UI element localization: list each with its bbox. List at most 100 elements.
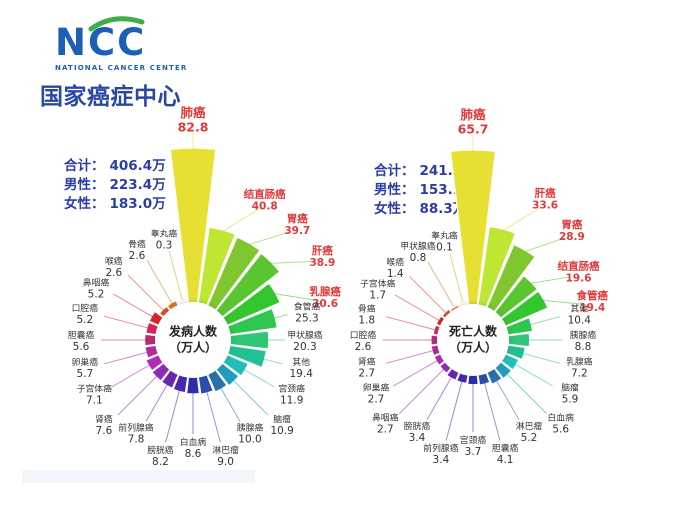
leader-脑瘤 <box>514 363 553 387</box>
value-脑瘤: 5.9 <box>562 394 579 406</box>
label-鼻咽癌: 鼻咽癌 <box>372 412 399 424</box>
leader-食管癌 <box>273 314 288 319</box>
label-甲状腺癌: 甲状腺癌 <box>287 329 322 341</box>
leader-子宫体癌 <box>394 294 440 321</box>
leader-卵巢癌 <box>103 351 149 365</box>
value-胃癌: 39.7 <box>284 225 310 237</box>
label-前列腺癌: 前列腺癌 <box>118 422 153 434</box>
value-其他: 10.4 <box>568 314 592 326</box>
label-胰腺癌: 胰腺癌 <box>237 422 264 434</box>
leader-鼻咽癌 <box>399 368 445 414</box>
summary-label: 女性： <box>374 201 415 218</box>
leader-胰腺癌 <box>219 387 241 422</box>
label-白血病: 白血病 <box>547 412 574 424</box>
leader-结直肠癌 <box>529 276 571 284</box>
label-喉癌: 喉癌 <box>105 255 123 267</box>
leader-子宫体癌 <box>111 364 151 388</box>
value-脑瘤: 10.9 <box>270 425 293 437</box>
label-膀胱癌: 膀胱癌 <box>147 444 174 456</box>
value-肾癌: 2.7 <box>358 368 375 380</box>
value-口腔癌: 5.2 <box>76 314 93 326</box>
value-淋巴瘤: 5.2 <box>521 432 538 444</box>
leader-睾丸癌 <box>449 252 464 303</box>
leader-口腔癌 <box>103 315 150 329</box>
value-喉癌: 1.4 <box>387 268 404 280</box>
leader-鼻咽癌 <box>113 293 154 318</box>
value-宫颈癌: 3.7 <box>465 446 482 458</box>
value-骨癌: 1.8 <box>358 314 375 326</box>
value-睾丸癌: 0.1 <box>436 242 453 254</box>
label-卵巢癌: 卵巢癌 <box>72 356 99 368</box>
leader-前列腺癌 <box>145 383 169 422</box>
value-膀胱癌: 8.2 <box>152 456 169 468</box>
label-骨癌: 骨癌 <box>128 238 146 250</box>
label-肺癌: 肺癌 <box>180 105 206 120</box>
summary-row-male: 男性： 223.4万 <box>64 176 166 195</box>
value-乳腺癌: 7.2 <box>571 368 588 380</box>
value-胃癌: 28.9 <box>559 231 585 243</box>
value-白血病: 5.6 <box>552 424 569 436</box>
value-口腔癌: 2.6 <box>355 341 372 353</box>
leader-胆囊癌 <box>483 381 501 441</box>
label-乳腺癌: 乳腺癌 <box>309 285 341 298</box>
label-食管癌: 食管癌 <box>294 300 321 312</box>
label-骨癌: 骨癌 <box>358 302 376 314</box>
ncc-logo-swoosh-icon <box>88 16 145 32</box>
value-淋巴瘤: 9.0 <box>217 456 234 468</box>
summary-row-total: 合计： 406.4万 <box>64 157 166 176</box>
ncc-logo: NCC NATIONAL CANCER CENTER 国家癌症中心 <box>40 16 188 111</box>
label-睾丸癌: 睾丸癌 <box>151 228 178 240</box>
label-脑瘤: 脑瘤 <box>273 413 291 425</box>
value-食管癌: 25.3 <box>295 312 318 324</box>
summary-value: 223.4万 <box>109 177 166 194</box>
label-其他: 其他 <box>570 302 588 314</box>
summary-label: 合计： <box>374 163 415 179</box>
label-胃癌: 胃癌 <box>287 212 308 225</box>
summary-row-female: 女性： 183.0万 <box>64 195 166 214</box>
ncc-logo-subtitle: NATIONAL CANCER CENTER <box>55 63 188 72</box>
leader-胃癌 <box>523 237 566 253</box>
label-脑瘤: 脑瘤 <box>561 382 579 394</box>
ncc-logo-acronym: NCC <box>55 21 147 64</box>
label-肝癌: 肝癌 <box>312 244 333 257</box>
summary-label: 女性： <box>64 196 105 213</box>
summary-label: 男性： <box>374 182 415 199</box>
label-甲状腺癌: 甲状腺癌 <box>400 240 435 252</box>
label-肝癌: 肝癌 <box>535 187 557 200</box>
incidence-summary: 合计： 406.4万 男性： 223.4万 女性： 183.0万 <box>64 157 166 214</box>
value-胆囊癌: 4.1 <box>497 454 514 466</box>
leader-肾癌 <box>385 349 435 364</box>
label-膀胱癌: 膀胱癌 <box>404 420 431 432</box>
ncc-logo-top: NCC NATIONAL CANCER CENTER <box>55 16 188 72</box>
label-肾癌: 肾癌 <box>358 356 376 368</box>
label-前列腺癌: 前列腺癌 <box>423 442 458 454</box>
label-结直肠癌: 结直肠癌 <box>558 259 600 272</box>
label-宫颈癌: 宫颈癌 <box>460 434 487 446</box>
value-食管癌: 19.4 <box>579 302 605 314</box>
value-胆囊癌: 5.6 <box>73 341 90 353</box>
leader-喉癌 <box>127 274 165 312</box>
chart-title-line: （万人） <box>168 340 218 354</box>
value-卵巢癌: 5.7 <box>76 368 93 380</box>
value-鼻咽癌: 2.7 <box>377 424 394 436</box>
ncc-logo-chinese-name: 国家癌症中心 <box>40 83 181 110</box>
label-子宫体癌: 子宫体癌 <box>360 278 395 290</box>
value-骨癌: 2.6 <box>129 250 146 262</box>
value-卵巢癌: 2.7 <box>368 394 385 406</box>
label-肺癌: 肺癌 <box>460 107 486 122</box>
value-子宫体癌: 1.7 <box>369 290 386 302</box>
label-睾丸癌: 睾丸癌 <box>431 230 458 242</box>
leader-食管癌 <box>541 299 583 305</box>
leader-膀胱癌 <box>426 376 453 420</box>
summary-label: 合计： <box>64 158 105 174</box>
leader-喉癌 <box>409 276 446 313</box>
label-食管癌: 食管癌 <box>576 289 609 302</box>
value-甲状腺癌: 0.8 <box>410 252 427 264</box>
label-淋巴瘤: 淋巴瘤 <box>212 444 239 456</box>
value-宫颈癌: 11.9 <box>280 395 303 407</box>
leader-其他 <box>262 358 283 365</box>
leader-白血病 <box>505 372 547 414</box>
leader-肝癌 <box>501 207 541 232</box>
